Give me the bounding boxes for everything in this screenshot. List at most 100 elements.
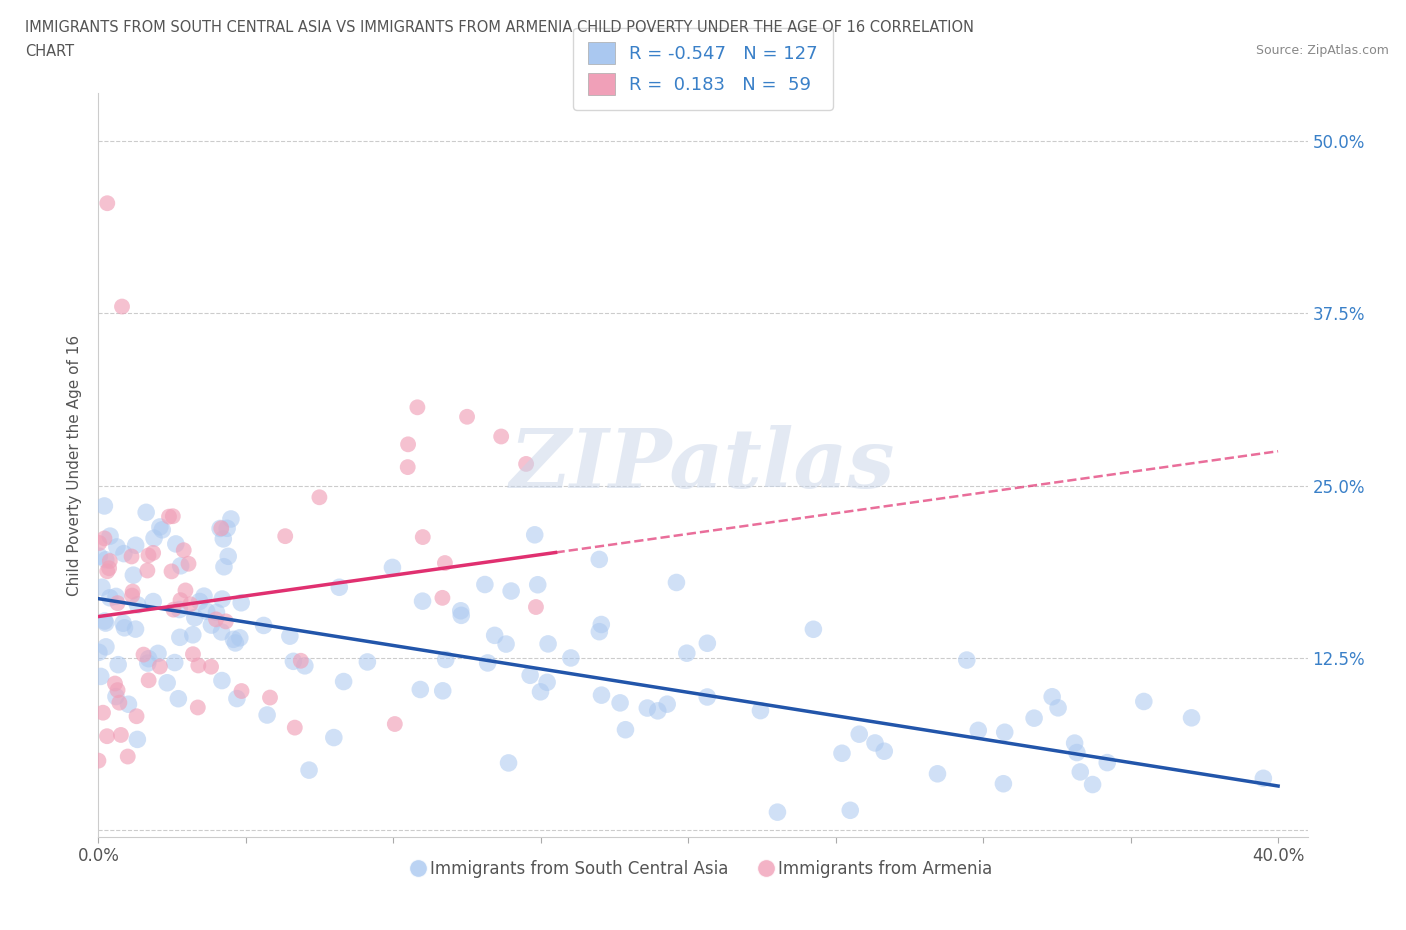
Point <box>205 612 228 627</box>
Point <box>308 490 330 505</box>
Point <box>956 653 979 668</box>
Point <box>107 596 129 611</box>
Point <box>873 744 896 759</box>
Point <box>484 628 506 643</box>
Point <box>156 675 179 690</box>
Point <box>143 531 166 546</box>
Point <box>173 543 195 558</box>
Point <box>456 409 478 424</box>
Point <box>94 552 117 567</box>
Point <box>450 608 472 623</box>
Point <box>93 614 115 629</box>
Point <box>98 528 121 543</box>
Point <box>434 652 457 667</box>
Point <box>993 777 1015 791</box>
Point <box>170 558 193 573</box>
Point <box>127 732 149 747</box>
Point <box>142 545 165 560</box>
Point <box>117 697 139 711</box>
Point <box>177 556 200 571</box>
Point <box>222 631 245 646</box>
Point <box>138 548 160 563</box>
Point <box>396 437 419 452</box>
Point <box>328 579 350 594</box>
Point <box>224 635 246 650</box>
Point <box>537 636 560 651</box>
Point <box>110 727 132 742</box>
Point <box>184 610 207 625</box>
Point <box>432 591 454 605</box>
Point <box>290 653 312 668</box>
Point <box>217 521 239 536</box>
Point <box>994 724 1017 739</box>
Point <box>848 726 870 741</box>
Point <box>121 549 143 564</box>
Point <box>96 564 118 578</box>
Legend: Immigrants from South Central Asia, Immigrants from Armenia: Immigrants from South Central Asia, Immi… <box>406 853 1000 884</box>
Point <box>108 696 131 711</box>
Point <box>96 196 118 211</box>
Point <box>211 591 233 606</box>
Point <box>98 553 121 568</box>
Point <box>112 546 135 561</box>
Point <box>211 625 233 640</box>
Point <box>1095 755 1118 770</box>
Point <box>278 629 301 644</box>
Point <box>647 703 669 718</box>
Point <box>1081 777 1104 792</box>
Point <box>89 536 111 551</box>
Point <box>98 561 121 576</box>
Point <box>200 618 222 632</box>
Point <box>1069 764 1091 779</box>
Point <box>91 579 114 594</box>
Point <box>1180 711 1202 725</box>
Point <box>105 589 128 604</box>
Point <box>1066 745 1088 760</box>
Point <box>1133 694 1156 709</box>
Point <box>209 521 232 536</box>
Point <box>1063 736 1085 751</box>
Point <box>225 691 247 706</box>
Point <box>193 589 215 604</box>
Point <box>146 646 169 661</box>
Point <box>696 689 718 704</box>
Point <box>229 631 252 645</box>
Point <box>253 618 276 633</box>
Point <box>609 696 631 711</box>
Point <box>515 457 537 472</box>
Point <box>409 682 432 697</box>
Point <box>209 521 232 536</box>
Point <box>839 803 862 817</box>
Point <box>231 684 253 698</box>
Text: Source: ZipAtlas.com: Source: ZipAtlas.com <box>1256 44 1389 57</box>
Point <box>259 690 281 705</box>
Point <box>212 559 235 574</box>
Point <box>200 659 222 674</box>
Point <box>432 684 454 698</box>
Point <box>127 597 149 612</box>
Point <box>181 646 204 661</box>
Point <box>294 658 316 673</box>
Point <box>169 602 191 617</box>
Point <box>274 529 297 544</box>
Point <box>749 703 772 718</box>
Point <box>87 644 110 659</box>
Point <box>124 621 146 636</box>
Point <box>162 603 184 618</box>
Point <box>384 717 406 732</box>
Point <box>231 595 253 610</box>
Point <box>142 594 165 609</box>
Point <box>519 668 541 683</box>
Point <box>529 684 551 699</box>
Point <box>356 655 378 670</box>
Point <box>167 691 190 706</box>
Point <box>675 645 697 660</box>
Point <box>98 591 121 605</box>
Point <box>477 656 499 671</box>
Point <box>94 640 117 655</box>
Point <box>766 804 789 819</box>
Point <box>256 708 278 723</box>
Point <box>138 672 160 687</box>
Point <box>104 689 127 704</box>
Point <box>396 459 419 474</box>
